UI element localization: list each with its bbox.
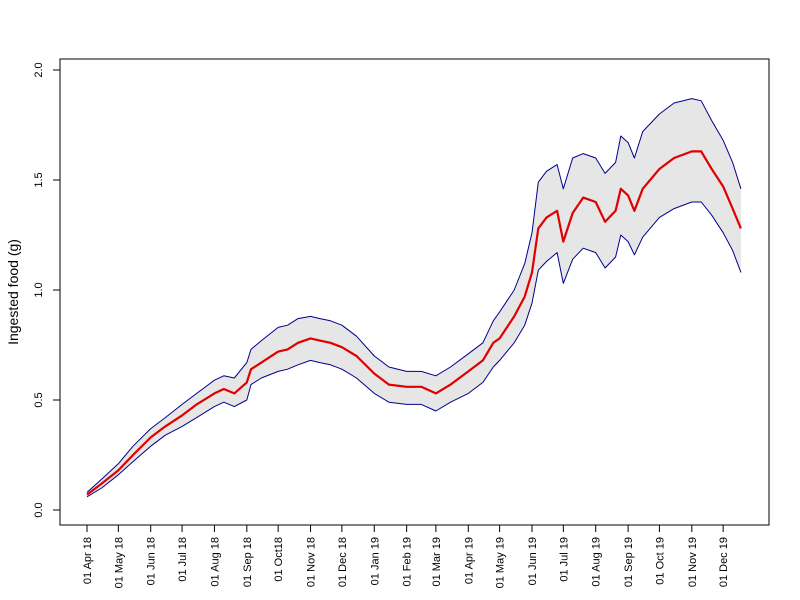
x-tick-label: 01 Jun 18 bbox=[146, 537, 158, 585]
y-axis-title: Ingested food (g) bbox=[5, 239, 21, 345]
x-tick-label: 01 Aug 18 bbox=[209, 537, 221, 587]
x-tick-label: 01 Sep 18 bbox=[242, 537, 254, 587]
y-tick-label: 1.0 bbox=[33, 282, 45, 297]
x-tick-label: 01 Jul 18 bbox=[177, 537, 189, 582]
x-tick-label: 01 Jul 19 bbox=[558, 537, 570, 582]
x-tick-label: 01 Dec 19 bbox=[718, 537, 730, 587]
mean-line bbox=[86, 150, 742, 496]
y-tick-label: 1.5 bbox=[33, 172, 45, 187]
y-tick-label: 0.0 bbox=[33, 502, 45, 517]
x-tick-label: 01 Oct 19 bbox=[654, 537, 666, 585]
confidence-band-layer bbox=[87, 98, 741, 497]
x-tick-label: 01 Sep 19 bbox=[623, 537, 635, 587]
x-tick-label: 01 Feb 19 bbox=[402, 537, 414, 587]
y-tick-label: 2.0 bbox=[33, 62, 45, 77]
x-tick-label: 01 May 18 bbox=[113, 537, 125, 588]
series-line-layer bbox=[86, 98, 742, 498]
lower-bound-line bbox=[86, 201, 742, 498]
confidence-band bbox=[87, 98, 741, 497]
upper-bound-line bbox=[86, 98, 742, 493]
y-axis: 0.0 0.5 1.0 1.5 2.0 bbox=[33, 62, 60, 518]
plot-frame bbox=[59, 58, 770, 526]
x-tick-label: 01 Nov 19 bbox=[687, 537, 699, 587]
x-tick-label: 01 Apr 18 bbox=[82, 537, 94, 584]
x-tick-label: 01 Dec 18 bbox=[337, 537, 349, 587]
axes: 0.0 0.5 1.0 1.5 2.0 01 Apr 18 01 May 18 01 Jun… bbox=[5, 58, 770, 588]
x-tick-label: 01 Mar 19 bbox=[431, 537, 443, 587]
x-tick-label: 01 Nov 18 bbox=[306, 537, 318, 587]
x-tick-label: 01 May 19 bbox=[495, 537, 507, 588]
x-tick-label: 01 Aug 19 bbox=[591, 537, 603, 587]
y-tick-label: 0.5 bbox=[33, 392, 45, 407]
x-axis: 01 Apr 18 01 May 18 01 Jun 18 01 Jul 18 01 A… bbox=[82, 525, 730, 588]
x-tick-label: 01 Oct18 bbox=[273, 537, 285, 582]
x-tick-label: 01 Apr 19 bbox=[463, 537, 475, 584]
x-tick-label: 01 Jun 19 bbox=[527, 537, 539, 585]
x-tick-label: 01 Jan 19 bbox=[369, 537, 381, 585]
